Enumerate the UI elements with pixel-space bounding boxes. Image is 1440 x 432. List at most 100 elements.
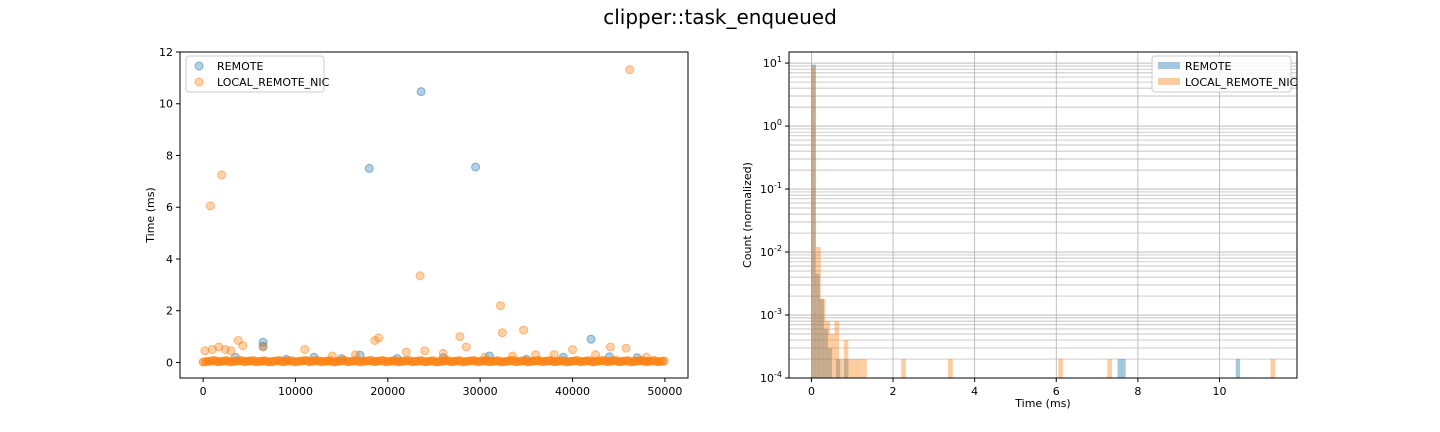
histogram-axes-frame	[788, 51, 1298, 379]
scatter-y-tick-label: 8	[166, 149, 173, 162]
scatter-point-local-remote-nic	[531, 350, 541, 360]
scatter-point-local-remote-nic	[621, 343, 631, 353]
histogram-x-axis-label: Time (ms)	[1014, 397, 1070, 410]
histogram-bar-local-remote-nic	[1058, 359, 1063, 378]
histogram-bar-local-remote-nic	[857, 359, 863, 378]
scatter-point-local-remote-nic	[226, 346, 236, 356]
histogram-x-tick-label: 0	[808, 385, 815, 398]
histogram-bar-local-remote-nic	[839, 359, 844, 378]
scatter-point-remote	[364, 163, 374, 173]
scatter-point-local-remote-nic	[217, 170, 227, 180]
histogram-legend: REMOTE LOCAL_REMOTE_NIC	[1151, 55, 1298, 93]
histogram-bar-local-remote-nic	[834, 321, 840, 378]
legend-label-local-remote-nic: LOCAL_REMOTE_NIC	[1185, 76, 1298, 89]
histogram-bar-local-remote-nic	[1270, 359, 1276, 378]
histogram-x-tick-label: 10	[1212, 385, 1226, 398]
histogram-y-tick-label: 10-1	[760, 181, 782, 196]
scatter-point-local-remote-nic	[438, 348, 448, 358]
scatter-x-tick-label: 0	[200, 385, 207, 398]
legend-marker-local-remote-nic	[194, 77, 204, 87]
scatter-x-tick-label: 20000	[370, 385, 405, 398]
legend-label-local-remote-nic: LOCAL_REMOTE_NIC	[217, 76, 330, 89]
histogram-bar-local-remote-nic	[901, 359, 906, 378]
scatter-y-tick-label: 12	[159, 46, 173, 59]
histogram-bar-remote	[811, 64, 816, 378]
histogram-x-tick-label: 6	[1053, 385, 1060, 398]
scatter-point-local-remote-nic	[206, 201, 215, 211]
histogram-bar-remote	[815, 273, 820, 378]
legend-patch-local-remote-nic	[1158, 78, 1180, 85]
scatter-x-tick-label: 40000	[555, 385, 590, 398]
legend-patch-remote	[1158, 62, 1180, 69]
histogram-y-tick-label: 100	[763, 118, 782, 133]
scatter-point-local-remote-nic	[605, 342, 615, 352]
scatter-point-local-remote-nic	[641, 352, 651, 362]
scatter-y-tick-label: 6	[166, 201, 173, 214]
histogram-bar-local-remote-nic	[843, 340, 849, 378]
scatter-y-tick-label: 10	[159, 98, 173, 111]
histogram-y-axis-label: Count (normalized)	[741, 162, 754, 268]
scatter-point-local-remote-nic	[508, 351, 517, 361]
scatter-point-local-remote-nic	[300, 345, 310, 354]
histogram-x-tick-label: 2	[890, 385, 897, 398]
histogram-bar-local-remote-nic	[1107, 359, 1112, 378]
histogram-bar-local-remote-nic	[820, 298, 826, 378]
histogram-bar-local-remote-nic	[948, 359, 953, 378]
scatter-points	[198, 65, 669, 367]
histogram-bar-local-remote-nic	[848, 359, 853, 378]
scatter-point-local-remote-nic	[238, 341, 248, 351]
scatter-point-remote	[471, 162, 481, 172]
legend-label-remote: REMOTE	[217, 60, 263, 73]
scatter-point-local-remote-nic	[370, 336, 380, 345]
scatter-point-local-remote-nic	[420, 346, 430, 356]
scatter-x-tick-label: 50000	[647, 385, 682, 398]
histogram-bar-remote	[1117, 359, 1122, 378]
histogram-bar-local-remote-nic	[811, 66, 816, 378]
histogram-bar-remote	[1235, 359, 1241, 378]
histogram-y-tick-label: 10-2	[760, 244, 782, 259]
scatter-x-tick-label: 30000	[463, 385, 498, 398]
scatter-plot: 0 10000 20000 30000 40000 50000 0 2 4 6 8 10 12 Time…	[144, 46, 689, 398]
histogram-bar-remote	[823, 329, 828, 378]
scatter-point-local-remote-nic	[461, 342, 471, 352]
legend-label-remote: REMOTE	[1185, 60, 1231, 73]
scatter-point-local-remote-nic	[351, 350, 360, 360]
histogram-bars	[811, 64, 1276, 378]
legend-marker-remote	[194, 61, 204, 71]
scatter-point-local-remote-nic	[327, 351, 337, 361]
scatter-point-local-remote-nic	[549, 350, 559, 360]
scatter-x-tick-label: 10000	[278, 385, 313, 398]
histogram-bar-remote	[844, 359, 849, 378]
scatter-axes-frame	[179, 51, 689, 379]
figure-title: clipper::task_enqueued	[603, 5, 837, 29]
scatter-y-tick-label: 4	[166, 253, 173, 266]
scatter-legend: REMOTE LOCAL_REMOTE_NIC	[185, 55, 330, 93]
scatter-point-local-remote-nic-band	[659, 356, 669, 366]
histogram-bar-local-remote-nic	[829, 334, 835, 378]
scatter-y-tick-label: 0	[166, 356, 173, 369]
histogram-bar-remote	[819, 298, 824, 378]
scatter-point-local-remote-nic	[497, 328, 507, 338]
scatter-point-remote	[416, 87, 426, 97]
scatter-point-local-remote-nic	[415, 271, 425, 281]
scatter-point-local-remote-nic	[625, 65, 635, 75]
histogram-bar-remote	[835, 359, 841, 378]
scatter-point-local-remote-nic	[496, 301, 505, 311]
scatter-point-local-remote-nic	[207, 345, 217, 354]
histogram-bar-local-remote-nic	[825, 321, 830, 378]
scatter-point-local-remote-nic	[214, 342, 224, 352]
histogram-y-tick-label: 101	[763, 55, 782, 70]
histogram-bar-local-remote-nic	[852, 359, 858, 378]
scatter-point-local-remote-nic	[568, 345, 577, 354]
histogram-bar-local-remote-nic	[862, 359, 867, 378]
scatter-point-local-remote-nic	[200, 346, 210, 356]
histogram-y-tick-label: 10-4	[760, 370, 782, 385]
scatter-point-local-remote-nic	[591, 350, 601, 360]
histogram-bar-local-remote-nic	[816, 247, 821, 378]
histogram-y-tick-label: 10-3	[760, 307, 782, 322]
scatter-y-axis-label: Time (ms)	[144, 187, 157, 243]
scatter-point-local-remote-nic	[519, 325, 529, 335]
scatter-point-local-remote-nic	[455, 332, 465, 342]
